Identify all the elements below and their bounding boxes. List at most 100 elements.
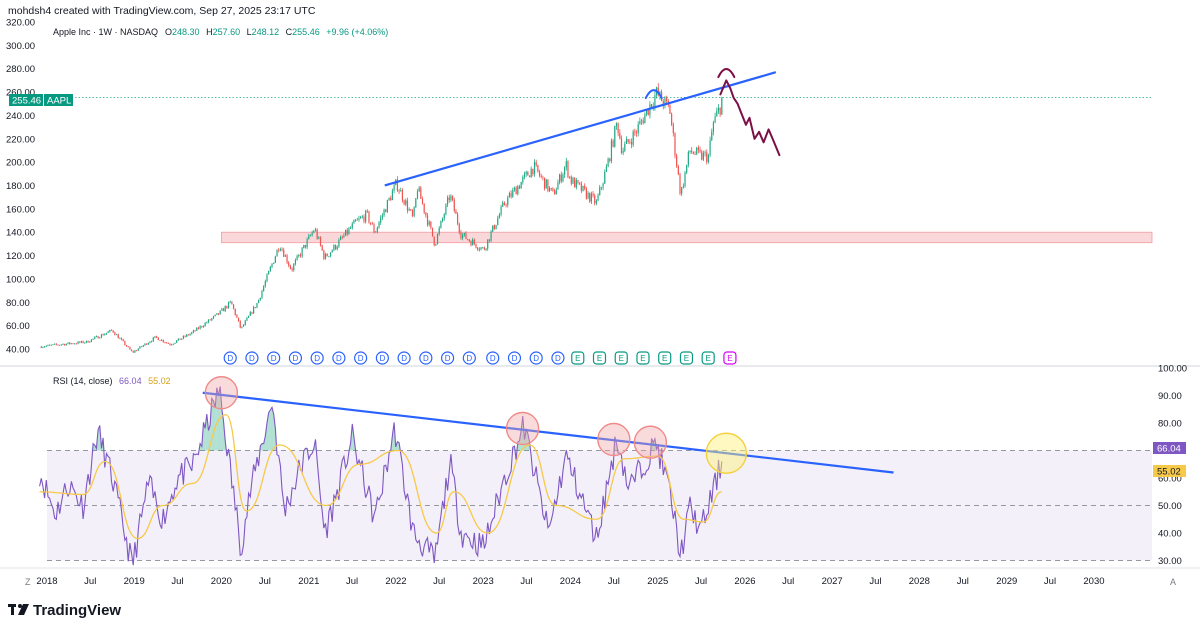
candle-body: [694, 154, 695, 155]
candle-body: [215, 315, 216, 316]
next-earnings-marker[interactable]: E: [724, 352, 736, 364]
candle-body: [166, 343, 167, 344]
candle-body: [409, 209, 410, 210]
candle-body: [474, 240, 475, 244]
candle-body: [64, 344, 65, 345]
dividend-marker[interactable]: D: [311, 352, 323, 364]
candle-body: [669, 105, 670, 114]
candle-body: [104, 334, 105, 335]
dividend-marker[interactable]: D: [530, 352, 542, 364]
candle-body: [134, 350, 135, 352]
candle-body: [666, 98, 667, 101]
candle-body: [308, 236, 309, 239]
earnings-marker-glyph: E: [575, 354, 580, 363]
candle-body: [168, 343, 169, 344]
candle-body: [196, 328, 197, 331]
time-axis-tick: 2025: [647, 576, 668, 587]
dividend-marker[interactable]: D: [333, 352, 345, 364]
candle-body: [46, 346, 47, 347]
price-axis-tick: 220.00: [6, 134, 35, 145]
candle-body: [337, 247, 338, 249]
dividend-marker-glyph: D: [555, 354, 561, 363]
axis-corner-left[interactable]: Z: [25, 577, 31, 587]
candle-body: [119, 338, 120, 339]
candle-body: [683, 186, 684, 187]
candle-body: [556, 190, 557, 195]
candle-body: [716, 111, 717, 116]
candle-body: [169, 344, 170, 345]
candle-body: [320, 237, 321, 245]
candle-body: [507, 198, 508, 205]
candle-body: [198, 328, 199, 329]
rsi-ma-badge-text: 55.02: [1157, 467, 1181, 478]
candle-body: [390, 198, 391, 200]
candle-body: [221, 309, 222, 311]
rsi-highlight-circle[interactable]: [205, 377, 237, 409]
dividend-marker[interactable]: D: [355, 352, 367, 364]
time-axis-tick: Jul: [259, 576, 271, 587]
dividend-marker[interactable]: D: [289, 352, 301, 364]
dividend-marker-glyph: D: [423, 354, 429, 363]
candle-body: [164, 342, 165, 343]
rsi-highlight-circle[interactable]: [706, 433, 746, 473]
rsi-header: RSI (14, close) 66.04 55.02: [53, 376, 171, 386]
earnings-marker[interactable]: E: [637, 352, 649, 364]
candle-body: [529, 176, 530, 178]
candle-body: [460, 232, 461, 238]
candle-body: [706, 152, 707, 162]
candle-body: [208, 320, 209, 323]
ohlc-open: 248.30: [172, 27, 200, 37]
dividend-marker[interactable]: D: [508, 352, 520, 364]
earnings-marker[interactable]: E: [702, 352, 714, 364]
candle-body: [404, 200, 405, 204]
candle-body: [296, 256, 297, 260]
dividend-marker[interactable]: D: [268, 352, 280, 364]
candle-body: [260, 298, 261, 300]
candle-body: [616, 123, 617, 126]
candle-body: [245, 321, 246, 325]
candle-body: [228, 302, 229, 308]
candle-body: [293, 264, 294, 270]
dividend-marker[interactable]: D: [552, 352, 564, 364]
dividend-marker[interactable]: D: [376, 352, 388, 364]
candle-body: [156, 336, 157, 337]
earnings-marker[interactable]: E: [680, 352, 692, 364]
dividend-marker[interactable]: D: [224, 352, 236, 364]
dividend-marker[interactable]: D: [398, 352, 410, 364]
candle-body: [557, 182, 558, 189]
candle-body: [415, 198, 416, 207]
candle-body: [291, 269, 292, 270]
rsi-highlight-circle[interactable]: [598, 424, 630, 456]
support-zone[interactable]: [221, 232, 1152, 243]
candle-body: [654, 95, 655, 106]
candle-body: [367, 211, 368, 212]
dividend-marker[interactable]: D: [487, 352, 499, 364]
candle-body: [634, 131, 635, 132]
candle-body: [703, 153, 704, 160]
rsi-axis-tick: 100.00: [1158, 364, 1187, 375]
rsi-highlight-circle[interactable]: [634, 426, 666, 458]
dividend-marker[interactable]: D: [420, 352, 432, 364]
candle-body: [250, 312, 251, 316]
price-badge-ticker: AAPL: [47, 96, 71, 107]
candle-body: [462, 235, 463, 238]
candle-body: [430, 222, 431, 228]
axis-corner-right[interactable]: A: [1170, 577, 1176, 587]
rsi-highlight-circle[interactable]: [507, 413, 539, 445]
dividend-marker[interactable]: D: [463, 352, 475, 364]
candle-body: [271, 264, 272, 267]
earnings-marker[interactable]: E: [659, 352, 671, 364]
candle-body: [708, 155, 709, 162]
dividend-marker[interactable]: D: [246, 352, 258, 364]
candle-body: [422, 199, 423, 204]
candle-body: [440, 221, 441, 228]
earnings-marker[interactable]: E: [572, 352, 584, 364]
earnings-marker[interactable]: E: [615, 352, 627, 364]
candle-body: [589, 193, 590, 202]
candle-body: [709, 140, 710, 154]
candle-body: [350, 228, 351, 229]
dividend-marker[interactable]: D: [442, 352, 454, 364]
candle-body: [201, 326, 202, 327]
earnings-marker[interactable]: E: [594, 352, 606, 364]
